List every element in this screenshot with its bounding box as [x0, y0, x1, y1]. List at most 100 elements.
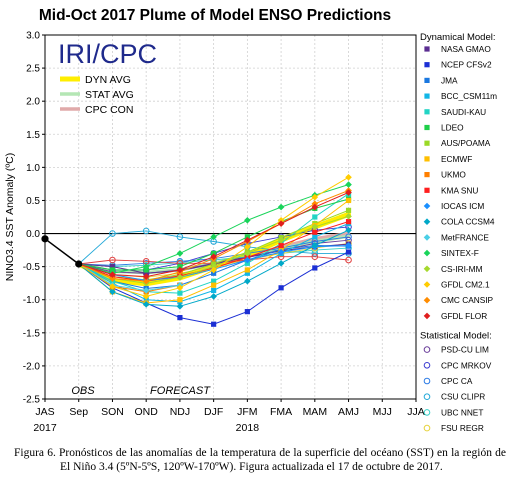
y-tick-label: -1.5	[23, 328, 41, 339]
legend-label: STAT AVG	[85, 89, 134, 101]
legend-item-label: BCC_CSM11m	[441, 91, 497, 101]
y-tick-label: 0.5	[26, 196, 40, 207]
year-label: 2018	[236, 422, 260, 434]
data-point	[424, 62, 430, 68]
data-point	[311, 223, 319, 231]
data-point	[176, 233, 184, 241]
legend-item-label: GFDL FLOR	[441, 311, 487, 321]
data-point	[312, 214, 318, 220]
enso-plume-chart: Mid-Oct 2017 Plume of Model ENSO Predict…	[4, 7, 497, 440]
legend-item-label: UBC NNET	[441, 407, 483, 417]
data-point	[424, 156, 430, 162]
model-legend: Dynamical Model:NASA GMAO NCEP CFSv2 JMA BC…	[420, 32, 497, 440]
y-axis: 3.0 2.5 2.0 1.5 1.0 0.5 0.0 -0.5 -1.0 -1.5 -2.0 -2.…	[23, 31, 45, 406]
iri-cpc-logo: IRI/CPC	[58, 39, 157, 69]
data-point	[143, 267, 149, 273]
series-line	[78, 263, 180, 292]
legend-statistical-title: Statistical Model:	[420, 331, 492, 342]
data-point	[312, 229, 318, 235]
data-point	[210, 263, 217, 270]
data-point	[423, 312, 431, 320]
legend-item-label: JMA	[441, 75, 458, 85]
data-point	[142, 227, 150, 235]
observed-line	[44, 238, 80, 265]
data-point	[244, 270, 250, 276]
y-tick-label: 2.5	[26, 64, 40, 75]
data-point	[424, 172, 430, 178]
data-point	[109, 267, 116, 273]
data-point	[424, 93, 430, 99]
data-point	[423, 218, 431, 225]
data-point	[423, 409, 431, 416]
forecast-annotation: FORECAST	[150, 385, 211, 397]
data-point	[244, 256, 251, 264]
legend-item-label: MetFRANCE	[441, 232, 489, 242]
data-point	[142, 273, 150, 280]
legend-item-label: NASA GMAO	[441, 44, 491, 54]
data-point	[277, 220, 285, 227]
y-tick-label: -1.0	[23, 295, 41, 306]
legend-item-label: CPC CA	[441, 376, 473, 386]
data-point	[424, 140, 430, 146]
y-tick-label: -2.5	[23, 395, 41, 406]
x-tick-label: NDJ	[170, 406, 190, 418]
data-point	[277, 260, 285, 267]
y-tick-label: 1.5	[26, 130, 40, 141]
legend-label: DYN AVG	[85, 74, 131, 86]
data-point	[210, 266, 217, 274]
y-axis-label: NINO3.4 SST Anomaly (ºC)	[4, 153, 16, 282]
data-point	[345, 249, 352, 255]
data-point	[142, 301, 150, 308]
data-point	[176, 303, 184, 310]
data-point	[424, 187, 430, 193]
legend-item-label: ECMWF	[441, 154, 472, 164]
data-point	[345, 213, 352, 220]
data-point	[176, 266, 184, 274]
data-point	[177, 264, 183, 270]
data-point	[345, 256, 352, 264]
y-tick-label: 1.0	[26, 163, 40, 174]
observed-series	[41, 235, 83, 268]
year-label: 2017	[33, 422, 57, 434]
data-point	[311, 253, 319, 261]
data-point	[311, 242, 319, 249]
data-point	[177, 290, 183, 296]
series-line	[78, 230, 349, 265]
data-point	[345, 173, 352, 181]
data-point	[176, 273, 184, 281]
data-point	[142, 277, 150, 285]
observed-point	[75, 260, 83, 268]
data-point	[424, 46, 430, 52]
data-point	[211, 282, 217, 288]
legend-item-label: UCLA-TCD	[441, 439, 483, 440]
data-point	[210, 293, 217, 300]
data-point	[423, 362, 431, 369]
obs-annotation: OBS	[71, 385, 95, 397]
data-point	[345, 207, 352, 213]
data-point	[109, 256, 116, 264]
data-point	[210, 233, 217, 241]
data-point	[423, 234, 431, 241]
data-point	[278, 285, 284, 291]
average-legend: DYN AVG STAT AVG CPC CON	[60, 74, 134, 116]
data-point	[311, 200, 319, 208]
data-point	[211, 278, 217, 284]
x-tick-label: SON	[101, 406, 124, 418]
y-tick-label: 2.0	[26, 97, 40, 108]
data-point	[244, 217, 251, 224]
model-series	[78, 173, 352, 327]
legend-item-label: CMC CANSIP	[441, 295, 494, 305]
data-point	[424, 124, 430, 131]
data-point	[424, 109, 430, 115]
data-point	[345, 219, 352, 225]
data-point	[244, 234, 250, 240]
data-point	[423, 393, 431, 401]
legend-item-label: COLA CCSM4	[441, 217, 495, 227]
chart-title: Mid-Oct 2017 Plume of Model ENSO Predict…	[39, 7, 391, 24]
data-point	[109, 230, 116, 237]
data-point	[244, 267, 250, 273]
data-point	[423, 249, 431, 257]
data-point	[311, 203, 319, 211]
legend-item-label: CS-IRI-MM	[441, 264, 483, 274]
legend-item-label: KMA SNU	[441, 185, 478, 195]
